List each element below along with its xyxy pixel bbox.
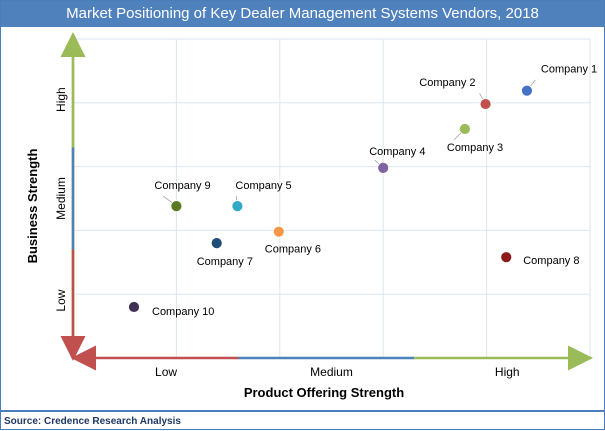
point-label: Company 5 bbox=[235, 180, 291, 192]
y-tick-label: Low bbox=[54, 289, 68, 311]
point-label: Company 9 bbox=[154, 180, 210, 192]
point-label: Company 1 bbox=[541, 64, 597, 76]
x-tick-label: Low bbox=[155, 365, 177, 379]
data-point bbox=[210, 237, 223, 250]
data-point bbox=[377, 161, 390, 174]
plot-area: Low Medium High Low Medium High Product Offeri… bbox=[25, 32, 597, 400]
data-point bbox=[231, 200, 244, 213]
point-label: Company 8 bbox=[523, 255, 579, 267]
point-label: Company 6 bbox=[265, 244, 321, 256]
data-point bbox=[458, 123, 471, 135]
x-axis-title: Product Offering Strength bbox=[244, 385, 404, 400]
point-label: Company 3 bbox=[447, 142, 503, 154]
data-point bbox=[128, 301, 140, 313]
point-label: Company 2 bbox=[419, 77, 475, 89]
point-label: Company 10 bbox=[152, 306, 214, 318]
y-tick-label: High bbox=[54, 87, 68, 112]
data-point bbox=[479, 98, 492, 110]
data-point bbox=[500, 251, 513, 264]
chart-title: Market Positioning of Key Dealer Managem… bbox=[1, 1, 604, 27]
point-label: Company 7 bbox=[197, 256, 253, 268]
data-point bbox=[170, 200, 183, 213]
point-label: Company 4 bbox=[369, 146, 425, 158]
data-point bbox=[521, 84, 533, 97]
x-tick-label: High bbox=[495, 365, 520, 379]
source-note: Source: Credence Research Analysis bbox=[1, 410, 604, 429]
x-tick-label: Medium bbox=[310, 365, 353, 379]
y-tick-label: Medium bbox=[54, 177, 68, 220]
data-point bbox=[272, 225, 285, 238]
y-axis-title: Business Strength bbox=[25, 149, 40, 264]
